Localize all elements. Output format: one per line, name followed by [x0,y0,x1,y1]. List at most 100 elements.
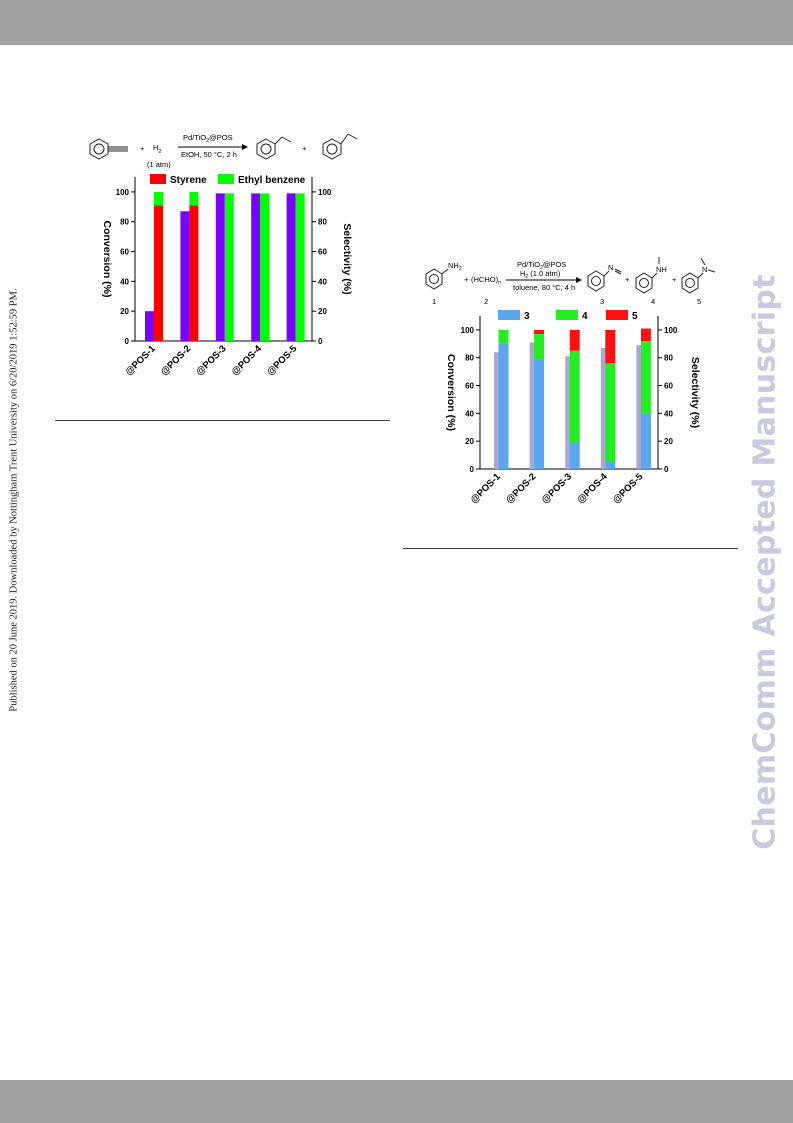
selectivity-bar-5 [569,329,580,351]
selectivity-bar-ethyl-benzene [224,193,234,341]
phenylacetylene-structure [89,138,128,160]
selectivity-bar-ethyl-benzene [260,193,270,341]
plus-sign-2: + [302,144,307,153]
conditions-label: EtOH, 50 °C, 2 h [181,150,237,159]
chart-reductive-methylation: 0 0 20 20 40 40 60 60 80 80 100 100 Conversion (%) Se… [445,310,701,506]
formaldehyde-reagent: (HCHO)n [471,275,501,286]
svg-text:NH: NH [656,265,667,274]
y-tick-label: 80 [465,354,474,363]
legend-swatch [606,310,628,320]
legend-swatch [556,310,578,320]
gas-label: H2 (1.0 atm) [520,269,561,280]
y-tick-label: 60 [120,248,129,257]
aniline-structure: NH2 [425,261,462,290]
compound-number-4: 4 [651,297,655,306]
selectivity-bar-5 [640,328,651,342]
compound-number-1: 1 [432,297,436,306]
y-tick-label: 60 [465,382,474,391]
conversion-bar [180,211,190,341]
y2-tick-label: 40 [664,409,673,418]
selectivity-bar-3 [569,442,580,469]
pressure-label: (1 atm) [147,160,171,169]
selectivity-bar-ethyl-benzene [154,191,163,206]
selectivity-bar-ethyl-benzene [189,191,199,206]
y-tick-label: 100 [461,326,475,335]
selectivity-bar-4 [569,350,580,443]
compound-number-2: 2 [484,297,488,306]
imine-structure: N [587,263,622,292]
plus-sign: + [464,275,469,284]
y-axis-label: Conversion (%) [445,354,457,431]
category-label: @POS-1 [468,471,503,506]
conversion-bar [145,311,154,341]
y2-axis-label: Selectivity (%) [341,223,353,294]
legend-swatch [498,310,520,320]
selectivity-bar-4 [534,334,545,360]
svg-text:N: N [608,263,613,272]
y2-tick-label: 40 [318,277,327,286]
y-tick-label: 0 [125,337,130,346]
y-tick-label: 0 [470,465,475,474]
y2-tick-label: 20 [318,307,327,316]
legend-swatch [218,174,234,184]
y-tick-label: 100 [116,188,130,197]
selectivity-bar-4 [605,363,616,463]
conditions-label: toluene, 80 °C, 4 h [513,283,575,292]
selectivity-bar-5 [534,329,545,335]
selectivity-bar-5 [605,329,616,364]
accepted-manuscript-watermark: ChemComm Accepted Manuscript [747,274,783,850]
legend-label: Ethyl benzene [238,175,306,186]
chart-alkyne-hydrogenation: 0 0 20 20 40 40 60 60 80 80 100 100 Conversion (%) Se… [101,174,353,378]
ethylbenzene-structure [322,133,358,160]
y-tick-label: 20 [120,307,129,316]
legend-label: 3 [524,311,530,322]
right-figure-rule [403,548,738,549]
category-label: @POS-3 [540,471,574,505]
conversion-bar [215,193,225,341]
conversion-bar [286,193,296,341]
category-label: @POS-1 [123,343,158,378]
hydrogen-reagent: H2 [153,143,161,155]
y-tick-label: 40 [120,277,129,286]
category-label: @POS-2 [159,343,193,377]
catalyst-label: Pd/TiO2@POS [517,260,566,271]
svg-text:NH2: NH2 [448,261,462,272]
y2-tick-label: 80 [318,218,327,227]
selectivity-bar-3 [640,413,651,469]
plus-sign-3: + [672,275,677,284]
selectivity-bar-styrene [154,205,163,341]
selectivity-bar-styrene [189,205,199,341]
y2-tick-label: 100 [664,326,678,335]
category-label: @POS-4 [575,471,610,506]
category-label: @POS-5 [265,343,300,378]
y-axis-label: Conversion (%) [101,220,113,297]
download-note: Published on 20 June 2019. Downloaded by… [8,288,20,712]
top-band [0,0,793,45]
n-methylaniline-structure: NH [635,257,667,294]
y2-tick-label: 80 [664,354,673,363]
reaction-scheme-2: NH2 1 + (HCHO)n 2 Pd/TiO2@POS H2 (1.0 at… [425,257,716,306]
selectivity-bar-3 [534,359,545,469]
plus-sign: + [140,144,145,153]
y2-tick-label: 20 [664,437,673,446]
category-label: @POS-4 [230,343,265,378]
category-label: @POS-3 [194,343,228,377]
legend-swatch [150,174,166,184]
category-label: @POS-5 [611,471,646,506]
y-tick-label: 20 [465,437,474,446]
y2-tick-label: 0 [318,337,323,346]
y2-tick-label: 100 [318,188,332,197]
y2-tick-label: 0 [664,465,669,474]
y2-tick-label: 60 [664,382,673,391]
legend-label: 4 [582,311,588,322]
compound-number-3: 3 [600,297,604,306]
y2-tick-label: 60 [318,248,327,257]
styrene-structure [256,136,292,160]
n-n-dimethylaniline-structure: N [681,257,716,294]
selectivity-bar-3 [498,343,509,469]
category-label: @POS-2 [504,471,538,505]
y2-axis-label: Selectivity (%) [689,357,701,428]
catalyst-label: Pd/TiO2@POS [183,133,233,144]
selectivity-bar-4 [498,329,509,344]
reaction-scheme-1: + H2 (1 atm) Pd/TiO2@POS EtOH, 50 °C, 2 … [89,133,358,169]
